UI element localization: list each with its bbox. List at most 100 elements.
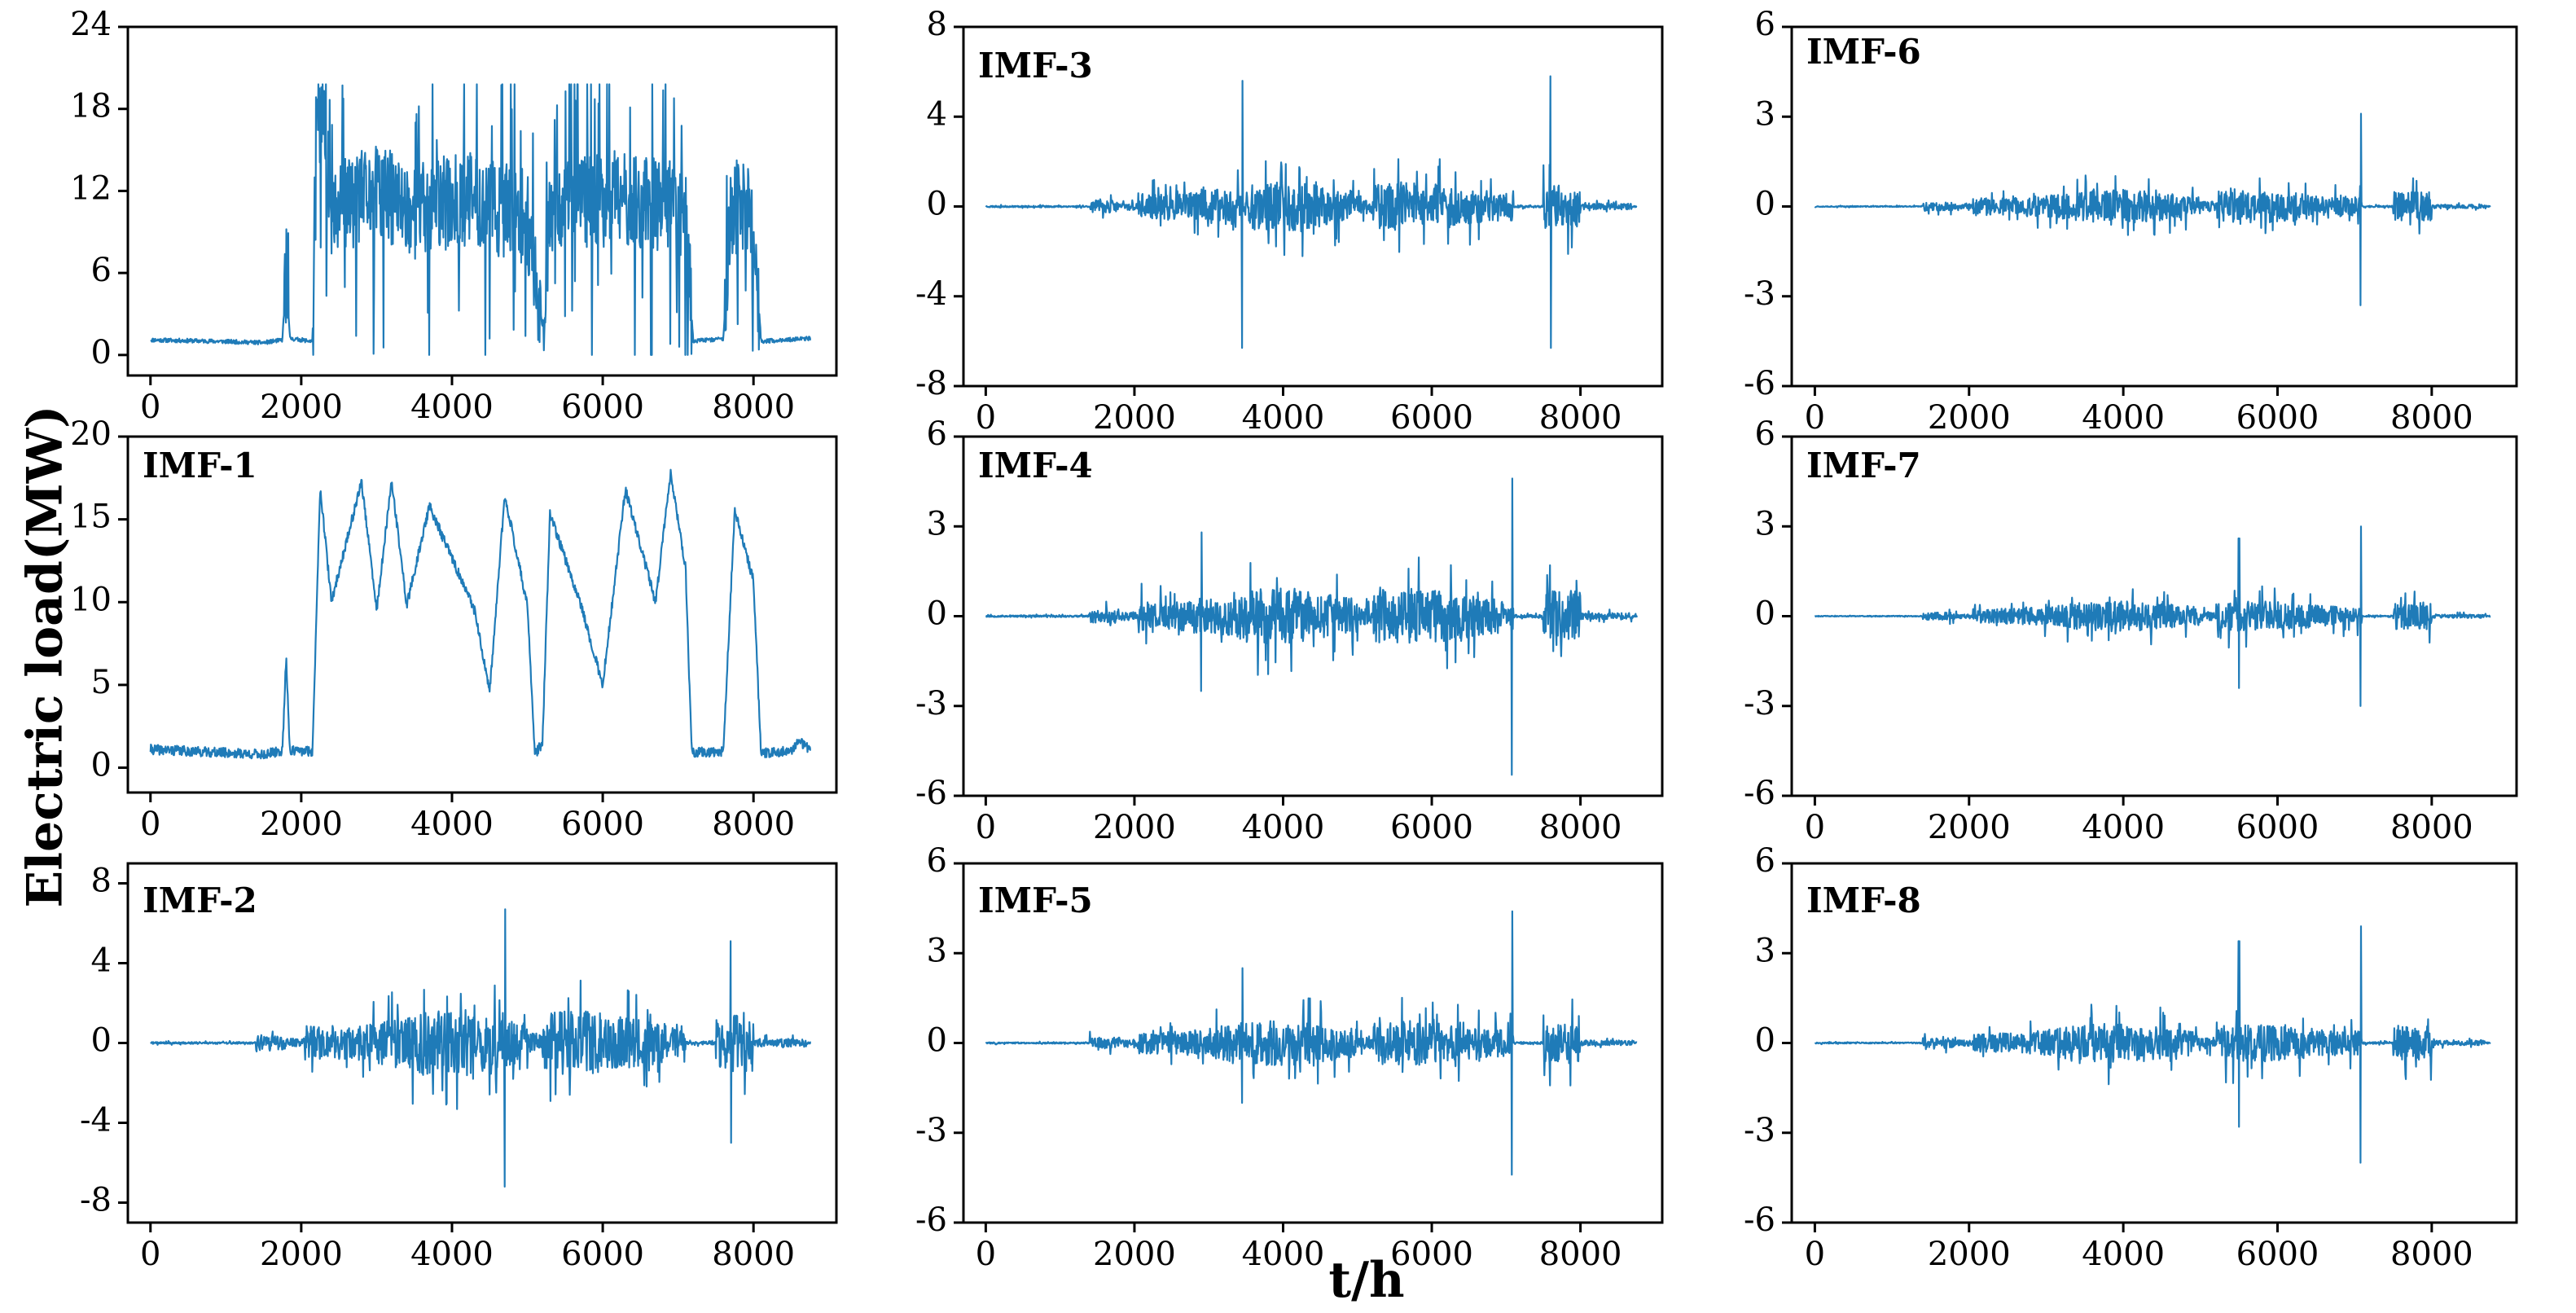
x-tick-label-imf6: 6000 — [2236, 399, 2319, 437]
y-tick-label-imf8: 0 — [1755, 1022, 1775, 1060]
x-tick-label-imf4: 0 — [976, 809, 996, 846]
y-tick-label-imf2: 0 — [91, 1022, 112, 1060]
x-tick-label-imf3: 4000 — [1242, 399, 1325, 437]
x-tick-label-imf3: 2000 — [1093, 399, 1176, 437]
x-tick-label-original: 6000 — [561, 389, 644, 426]
x-tick-label-imf2: 2000 — [260, 1236, 343, 1273]
x-tick-label-imf6: 2000 — [1928, 399, 2011, 437]
x-tick-label-imf2: 4000 — [410, 1236, 494, 1273]
x-tick-label-imf7: 8000 — [2390, 809, 2473, 846]
y-tick-label-imf3: -4 — [915, 275, 947, 313]
y-tick-label-imf5: 3 — [927, 932, 947, 969]
x-tick-label-imf4: 2000 — [1093, 809, 1176, 846]
x-tick-label-imf5: 6000 — [1390, 1236, 1473, 1273]
plot-frame-original — [126, 25, 838, 377]
y-tick-label-imf7: 6 — [1755, 415, 1775, 453]
panel-label-imf6: IMF-6 — [1806, 32, 1921, 72]
y-tick-label-imf7: -3 — [1744, 685, 1775, 722]
x-tick-label-imf5: 2000 — [1093, 1236, 1176, 1273]
x-tick-label-imf7: 2000 — [1928, 809, 2011, 846]
y-tick-label-imf6: 0 — [1755, 186, 1775, 223]
x-tick-label-imf1: 2000 — [260, 806, 343, 843]
panel-label-imf7: IMF-7 — [1806, 446, 1921, 485]
y-tick-label-imf3: 8 — [927, 6, 947, 43]
x-tick-label-imf7: 4000 — [2082, 809, 2165, 846]
plot-frame-imf1 — [126, 435, 838, 794]
y-tick-label-imf6: -3 — [1744, 275, 1775, 313]
y-tick-label-original: 6 — [91, 252, 112, 289]
panel-imf1: 0 5 10 15 20 0 2000 4000 6000 8000 IMF-1 — [70, 415, 838, 843]
x-tick-label-imf8: 0 — [1805, 1236, 1825, 1273]
panel-imf6: -6 -3 0 3 6 0 2000 4000 6000 8000 IMF-6 — [1744, 6, 2518, 437]
y-axis-title: Electric load(MW) — [17, 406, 74, 908]
panel-imf4: -6 -3 0 3 6 0 2000 4000 6000 8000 IMF-4 — [915, 415, 1664, 846]
x-tick-label-original: 2000 — [260, 389, 343, 426]
series-line-imf1 — [149, 468, 812, 760]
x-tick-label-imf7: 6000 — [2236, 809, 2319, 846]
y-tick-label-imf6: 3 — [1755, 95, 1775, 133]
y-tick-label-imf1: 10 — [70, 581, 112, 618]
x-tick-label-original: 8000 — [712, 389, 795, 426]
x-tick-label-imf3: 6000 — [1390, 399, 1473, 437]
x-tick-label-imf6: 0 — [1805, 399, 1825, 437]
panel-label-imf1: IMF-1 — [143, 446, 257, 485]
y-tick-label-imf3: -8 — [915, 365, 947, 402]
y-tick-label-imf7: 3 — [1755, 505, 1775, 542]
x-tick-label-imf1: 8000 — [712, 806, 795, 843]
panel-imf5: -6 -3 0 3 6 0 2000 4000 6000 8000 IMF-5 — [915, 842, 1664, 1273]
x-tick-label-imf4: 4000 — [1242, 809, 1325, 846]
panel-label-imf5: IMF-5 — [978, 880, 1093, 920]
y-tick-label-imf4: -6 — [915, 775, 947, 812]
y-tick-label-imf1: 0 — [91, 747, 112, 784]
series-line-imf3 — [985, 75, 1638, 349]
y-tick-label-imf4: 3 — [927, 505, 947, 542]
panel-label-imf8: IMF-8 — [1806, 880, 1921, 920]
panel-imf2: -8 -4 0 4 8 0 2000 4000 6000 8000 IMF-2 — [80, 862, 838, 1273]
y-tick-label-original: 24 — [70, 6, 112, 43]
y-tick-label-imf4: -3 — [915, 685, 947, 722]
x-tick-label-imf1: 6000 — [561, 806, 644, 843]
y-tick-label-imf5: 0 — [927, 1022, 947, 1060]
x-tick-label-imf3: 8000 — [1539, 399, 1622, 437]
x-axis-title: t/h — [1328, 1252, 1404, 1309]
x-tick-label-imf4: 6000 — [1390, 809, 1473, 846]
series-line-imf8 — [1814, 925, 2491, 1164]
series-line-imf7 — [1814, 525, 2491, 707]
panel-label-imf2: IMF-2 — [143, 880, 257, 920]
y-tick-label-imf7: -6 — [1744, 775, 1775, 812]
y-tick-label-imf2: -8 — [80, 1182, 112, 1219]
series-line-imf6 — [1814, 112, 2491, 306]
y-tick-label-imf6: -6 — [1744, 365, 1775, 402]
x-tick-label-imf7: 0 — [1805, 809, 1825, 846]
y-tick-label-imf1: 5 — [91, 664, 112, 701]
series-line-imf2 — [150, 908, 812, 1188]
x-tick-label-imf6: 8000 — [2390, 399, 2473, 437]
x-tick-label-imf5: 4000 — [1242, 1236, 1325, 1273]
y-tick-label-original: 18 — [70, 88, 112, 125]
panel-imf8: -6 -3 0 3 6 0 2000 4000 6000 8000 IMF-8 — [1744, 842, 2518, 1273]
y-tick-label-original: 0 — [91, 334, 112, 371]
x-tick-label-imf8: 4000 — [2082, 1236, 2165, 1273]
x-tick-label-imf2: 8000 — [712, 1236, 795, 1273]
y-tick-label-imf4: 6 — [927, 415, 947, 453]
y-tick-label-imf5: 6 — [927, 842, 947, 880]
x-tick-label-original: 4000 — [410, 389, 494, 426]
x-tick-label-imf3: 0 — [976, 399, 996, 437]
y-tick-label-imf5: -6 — [915, 1201, 947, 1239]
y-tick-label-imf8: -6 — [1744, 1201, 1775, 1239]
y-tick-label-original: 12 — [70, 169, 112, 207]
x-tick-label-original: 0 — [140, 389, 160, 426]
x-tick-label-imf8: 8000 — [2390, 1236, 2473, 1273]
y-tick-label-imf7: 0 — [1755, 595, 1775, 633]
x-tick-label-imf6: 4000 — [2082, 399, 2165, 437]
series-line-original — [150, 83, 812, 356]
y-tick-label-imf1: 15 — [70, 498, 112, 536]
y-tick-label-imf8: 6 — [1755, 842, 1775, 880]
panel-label-imf3: IMF-3 — [978, 46, 1093, 86]
y-tick-label-imf8: 3 — [1755, 932, 1775, 969]
x-tick-label-imf2: 6000 — [561, 1236, 644, 1273]
x-tick-label-imf1: 0 — [140, 806, 160, 843]
y-tick-label-imf3: 0 — [927, 186, 947, 223]
